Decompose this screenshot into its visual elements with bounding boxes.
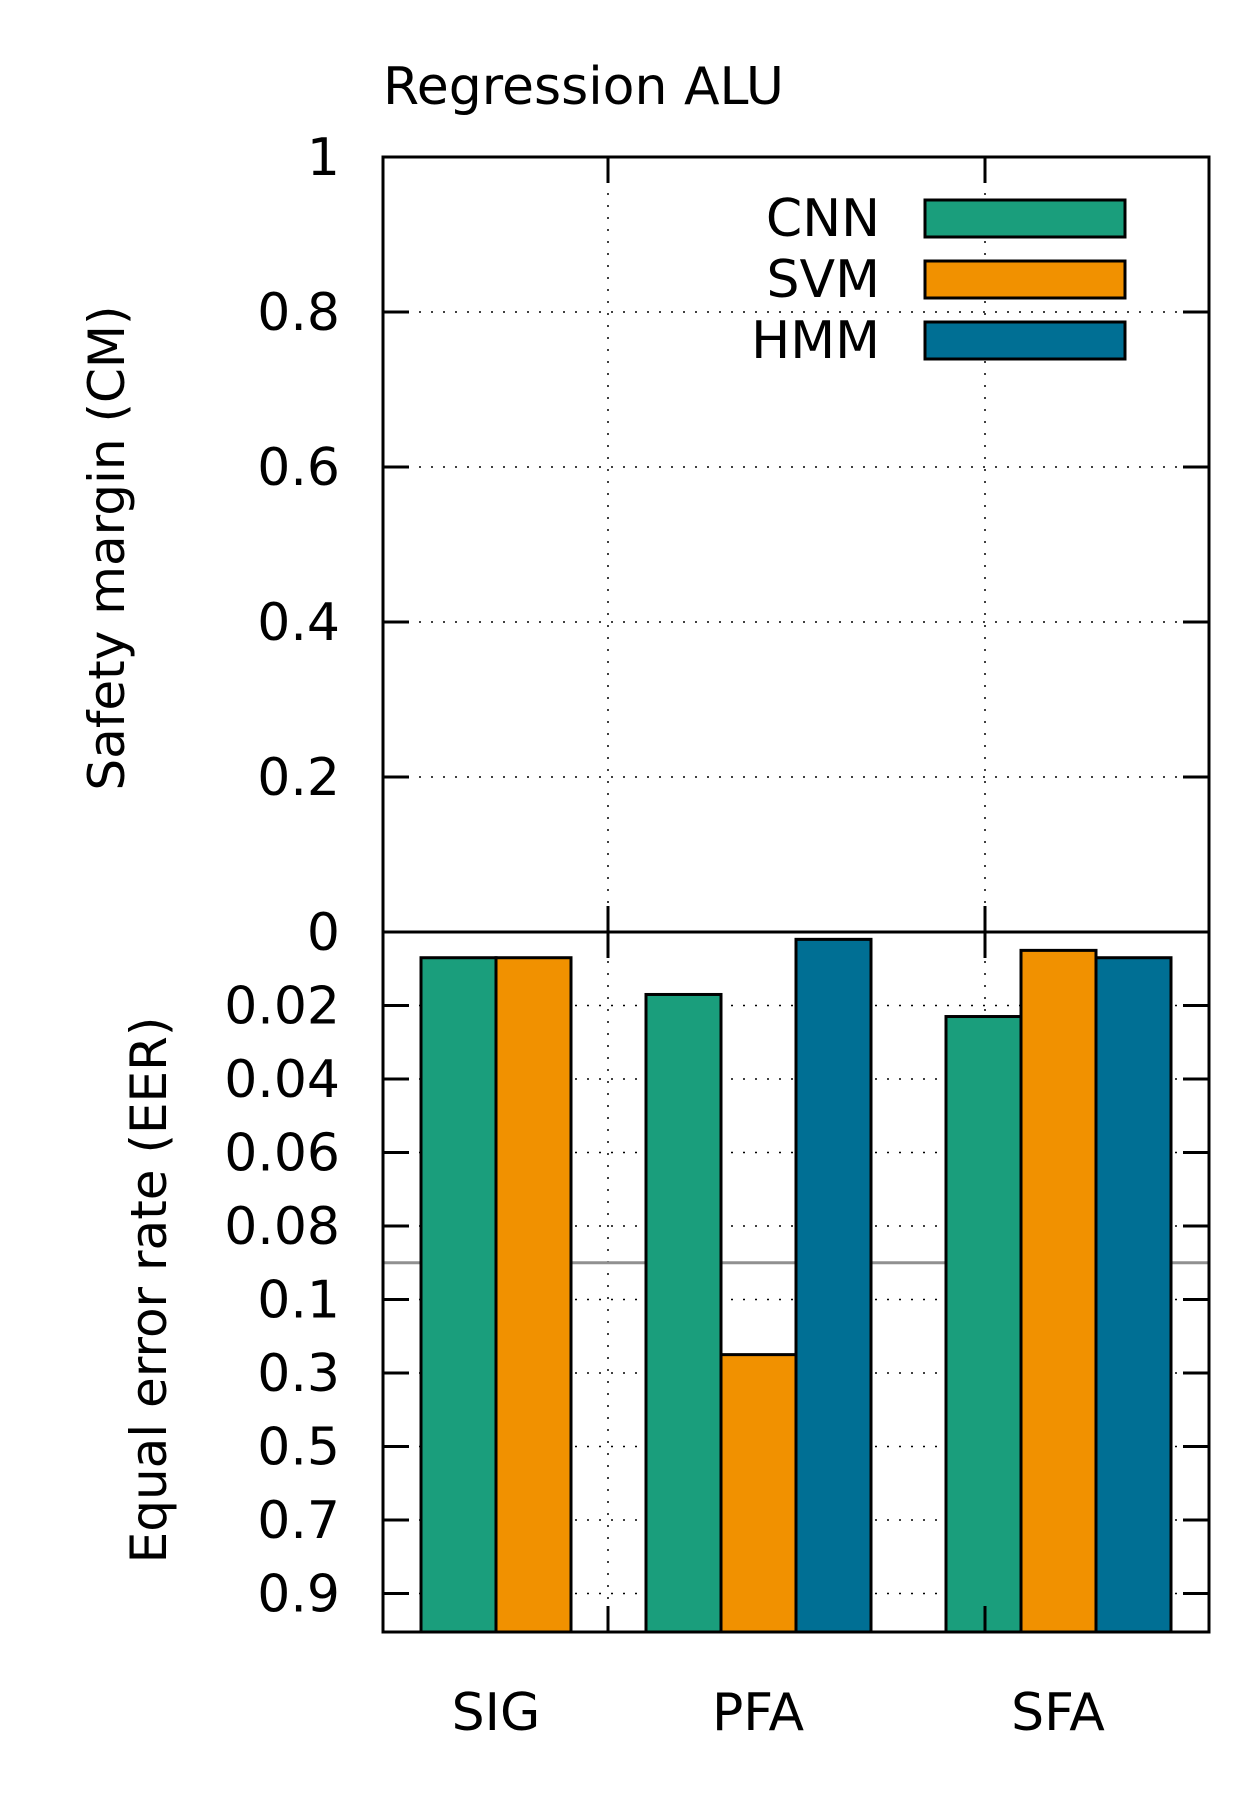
bar [1094,956,1173,1634]
y-tick-label: 0.02 [224,977,340,1037]
y-tick-label: 0.8 [257,283,340,343]
chart-title: Regression ALU [383,57,784,117]
bar [1019,948,1098,1634]
y-tick-label: 0 [307,903,340,963]
y-tick-label: 0.06 [224,1124,340,1184]
y-tick-label: 0.7 [257,1491,340,1551]
y-tick-label: 0.9 [257,1565,340,1625]
legend-label: HMM [751,311,880,371]
bar [944,1015,1023,1634]
y-tick-label: 0.1 [257,1271,340,1331]
bottom-y-axis-title: Equal error rate (EER) [120,1017,178,1564]
legend-label: SVM [767,250,880,310]
legend-swatch [923,320,1127,361]
y-tick-label: 0.08 [224,1197,340,1257]
y-tick-label: 0.4 [257,593,340,653]
bar [419,956,498,1634]
ticks [383,155,1209,1632]
bar [644,992,723,1634]
bar [719,1353,798,1634]
x-tick-label: SIG [452,1683,541,1743]
y-tick-label: 1 [307,128,340,188]
category-labels: SIG PFA SFA [452,1683,1106,1743]
y-tick-label: 0.5 [257,1418,340,1478]
legend-label: CNN [766,189,880,249]
x-tick-label: SFA [1011,1683,1105,1743]
bar [794,937,873,1634]
top-y-axis-title: Safety margin (CM) [78,305,136,790]
bar [494,956,573,1634]
y-tick-label: 0.3 [257,1344,340,1404]
y-tick-label: 0.2 [257,748,340,808]
x-tick-label: PFA [712,1683,804,1743]
y-tick-label: 0.6 [257,438,340,498]
y-tick-label: 0.04 [224,1050,340,1110]
legend-swatch [923,198,1127,239]
plot-frame [381,155,1211,1634]
legend-swatch [923,259,1127,300]
tick-labels: 0 0.2 0.4 0.6 0.8 1 0.02 0.04 0.06 0.08 0.1 0.3 0.5 0… [224,128,340,1625]
bars [419,937,1173,1634]
